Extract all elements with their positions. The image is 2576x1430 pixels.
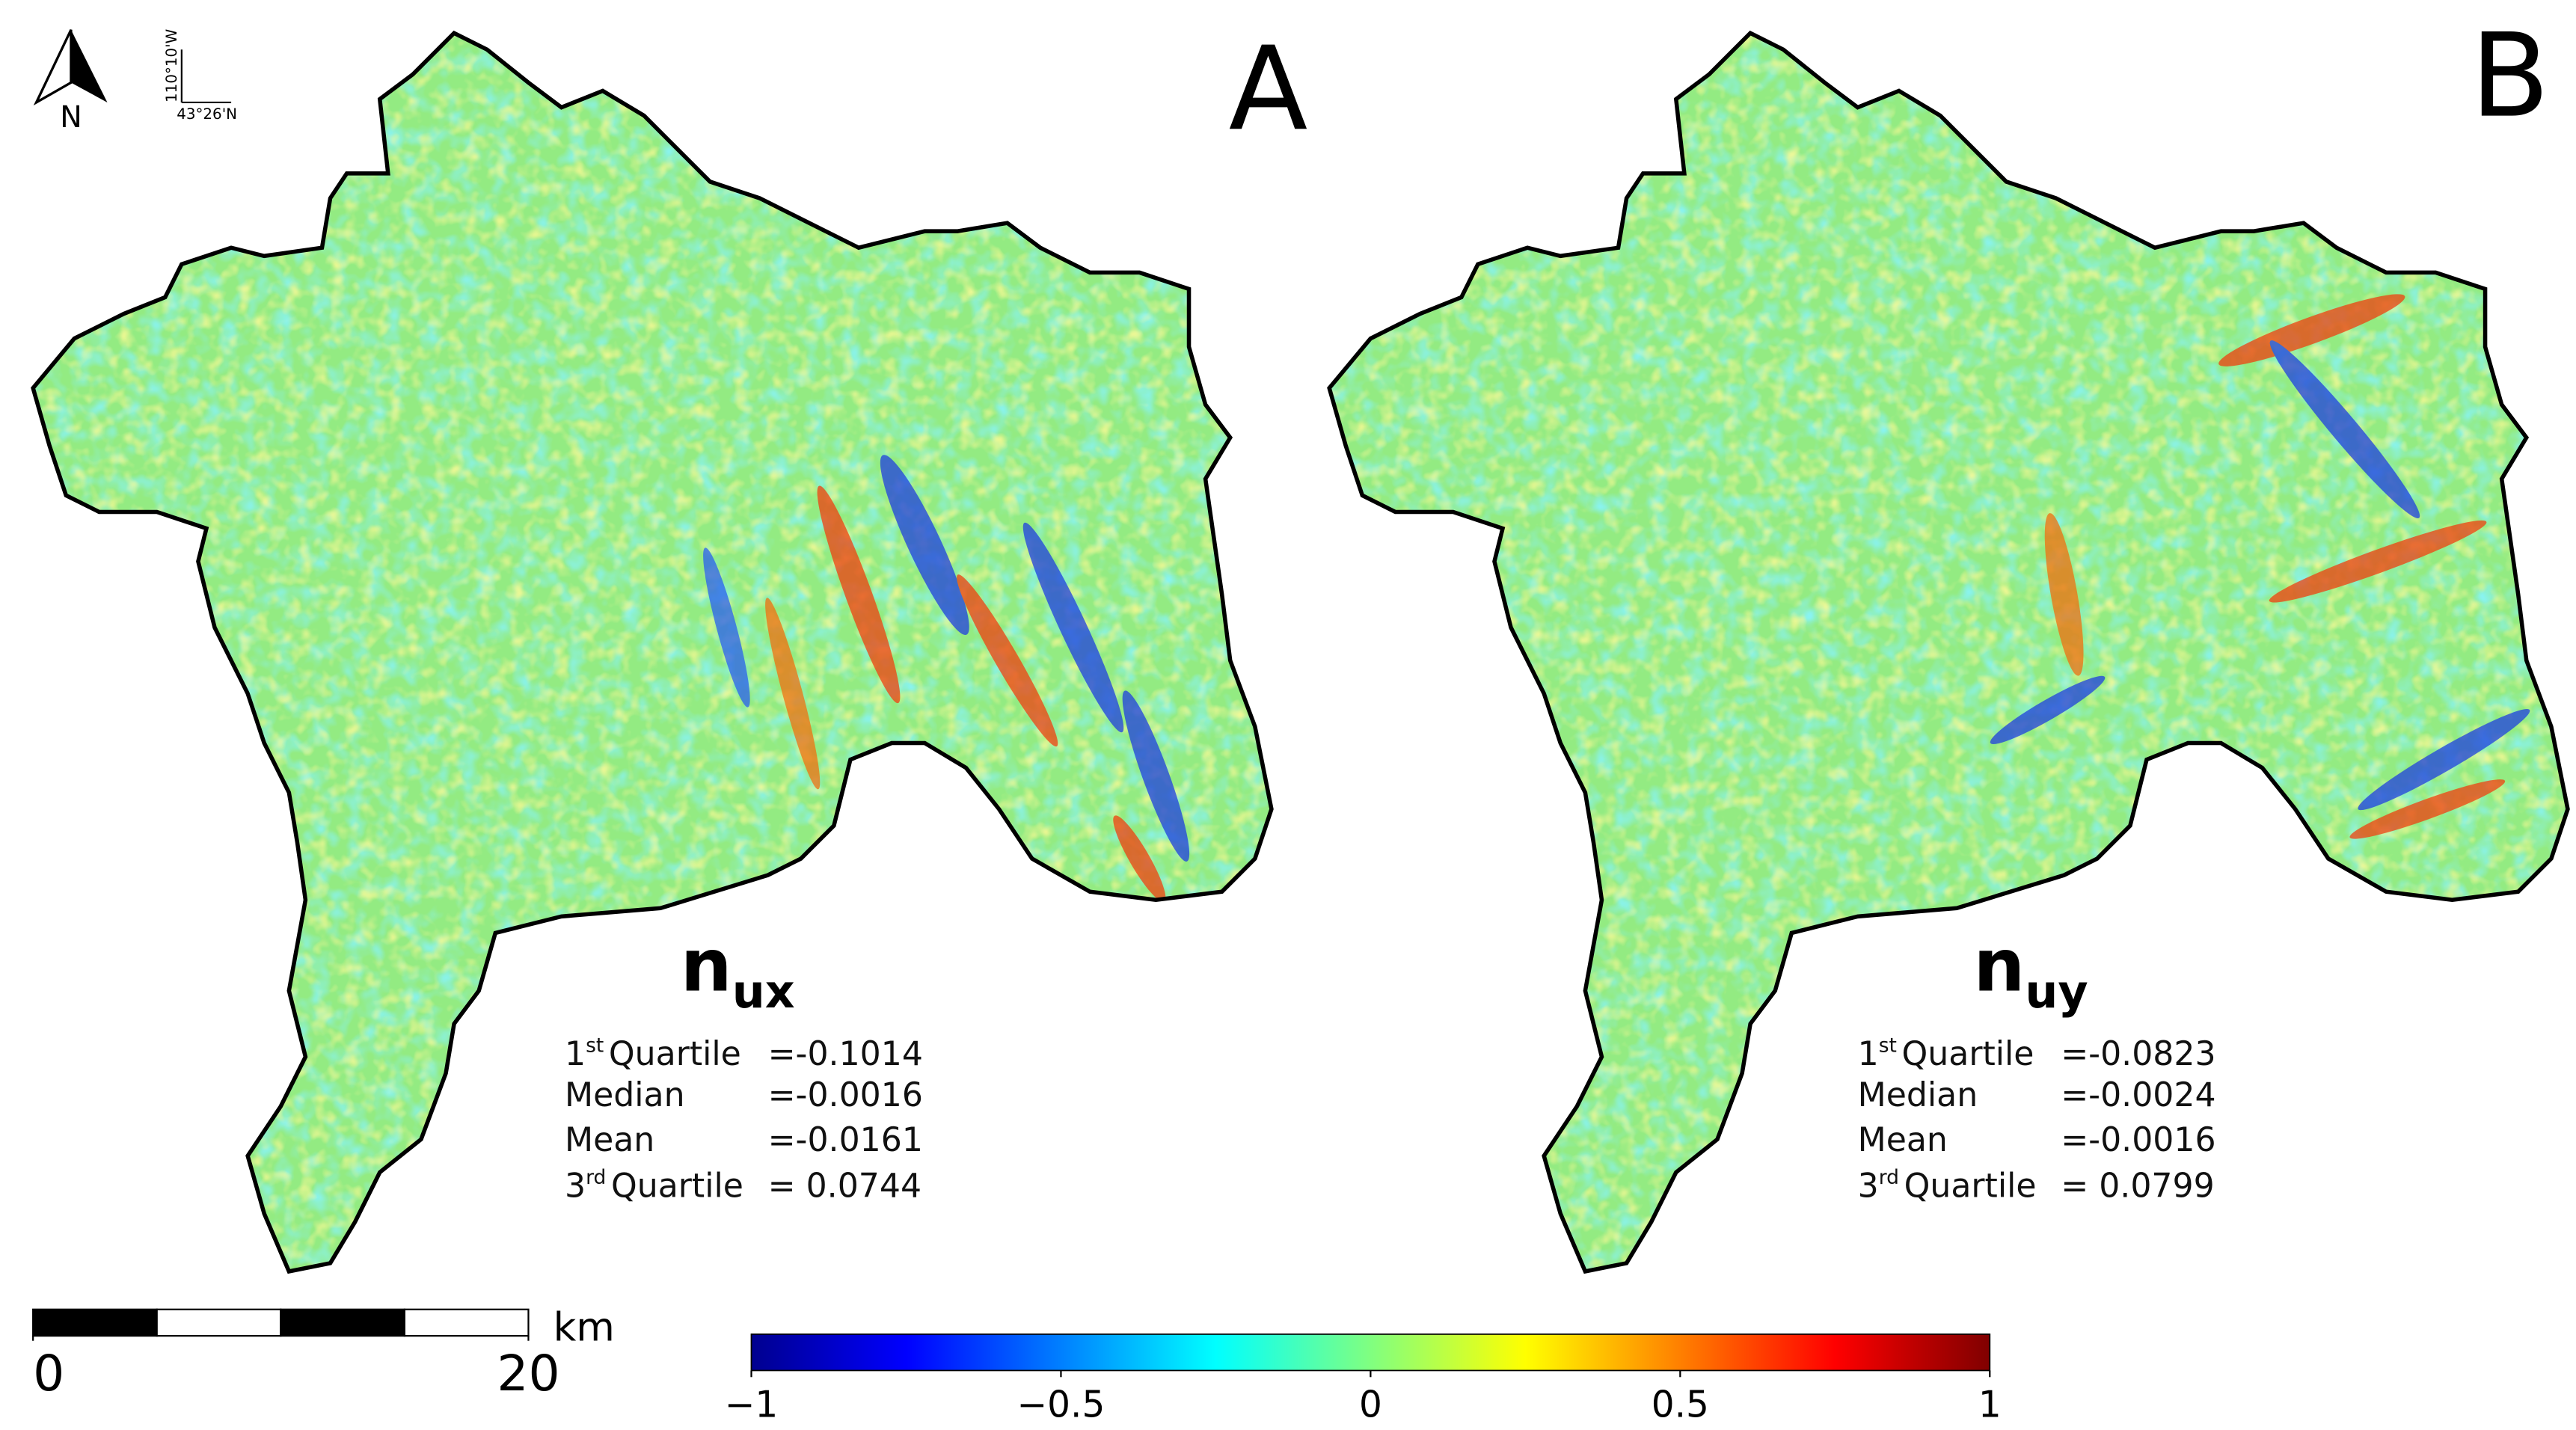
stat-ordinal-suffix: rd	[1879, 1166, 1899, 1189]
stat-name: Median	[1858, 1076, 1978, 1114]
stat-ordinal: 3	[1858, 1167, 1879, 1206]
stat-value: = 0.0799	[2061, 1167, 2214, 1206]
variable-label: nuy	[1973, 924, 2088, 1019]
stat-value: =-0.0016	[2061, 1121, 2215, 1159]
stat-name: 1st Quartile	[565, 1034, 741, 1073]
variable-subscript: uy	[2025, 965, 2088, 1019]
colorbar-tick-label: 1	[1978, 1384, 2002, 1426]
stat-name-text: Mean	[565, 1121, 654, 1159]
longitude-label: 110°10'W	[163, 29, 180, 102]
stat-name-text: Quartile	[611, 1167, 743, 1206]
stat-value: =-0.0024	[2061, 1076, 2215, 1114]
variable-base: n	[681, 924, 732, 1008]
stat-value: =-0.0161	[768, 1121, 923, 1159]
stat-value: =-0.0823	[2061, 1035, 2215, 1073]
colorbar	[750, 1334, 1991, 1372]
variable-label: nux	[681, 924, 795, 1019]
panel-label: B	[2471, 10, 2550, 144]
stat-name-text: Median	[1858, 1076, 1978, 1114]
stat-ordinal-suffix: st	[1879, 1034, 1897, 1057]
colorbar-tick-label: 0	[1359, 1384, 1382, 1426]
stat-name: 1st Quartile	[1858, 1034, 2034, 1073]
stat-name: 3rd Quartile	[1858, 1166, 2037, 1206]
north-arrow: N	[33, 29, 108, 135]
scale-bar-segment	[32, 1308, 158, 1337]
stat-name-text: Quartile	[1904, 1167, 2037, 1206]
scale-bar-segment	[156, 1308, 282, 1337]
stat-name-text: Quartile	[609, 1035, 741, 1073]
stat-ordinal-suffix: rd	[586, 1166, 606, 1189]
stat-ordinal: 3	[565, 1167, 586, 1206]
stat-name-text: Quartile	[1902, 1035, 2034, 1073]
coordinate-indicator: 110°10'W 43°26'N	[163, 29, 237, 123]
scale-bar-label: 20	[497, 1345, 559, 1402]
stat-ordinal: 1	[1858, 1035, 1879, 1073]
scale-bar-segment	[280, 1308, 405, 1337]
variable-subscript: ux	[732, 965, 795, 1019]
variable-base: n	[1973, 924, 2025, 1008]
north-label: N	[60, 100, 82, 135]
colorbar-tick-label: −0.5	[1016, 1384, 1105, 1426]
scale-bar-unit: km	[553, 1305, 615, 1351]
stat-value: = 0.0744	[768, 1167, 921, 1206]
stat-name: Median	[565, 1076, 685, 1114]
colorbar-tick-label: 0.5	[1652, 1384, 1709, 1426]
stat-name: Mean	[565, 1121, 654, 1159]
stat-name: 3rd Quartile	[565, 1166, 743, 1206]
scale-bar-label: 0	[33, 1345, 64, 1402]
stat-ordinal-suffix: st	[586, 1034, 604, 1057]
stat-ordinal: 1	[565, 1035, 586, 1073]
stat-value: =-0.0016	[768, 1076, 923, 1114]
scale-bar-segment	[403, 1308, 530, 1337]
panel-label: A	[1229, 22, 1308, 156]
stat-name: Mean	[1858, 1121, 1948, 1159]
latitude-label: 43°26'N	[177, 105, 237, 123]
stat-name-text: Median	[565, 1076, 685, 1114]
colorbar-tick-label: −1	[725, 1384, 779, 1426]
stat-name-text: Mean	[1858, 1121, 1948, 1159]
stat-value: =-0.1014	[768, 1035, 923, 1073]
